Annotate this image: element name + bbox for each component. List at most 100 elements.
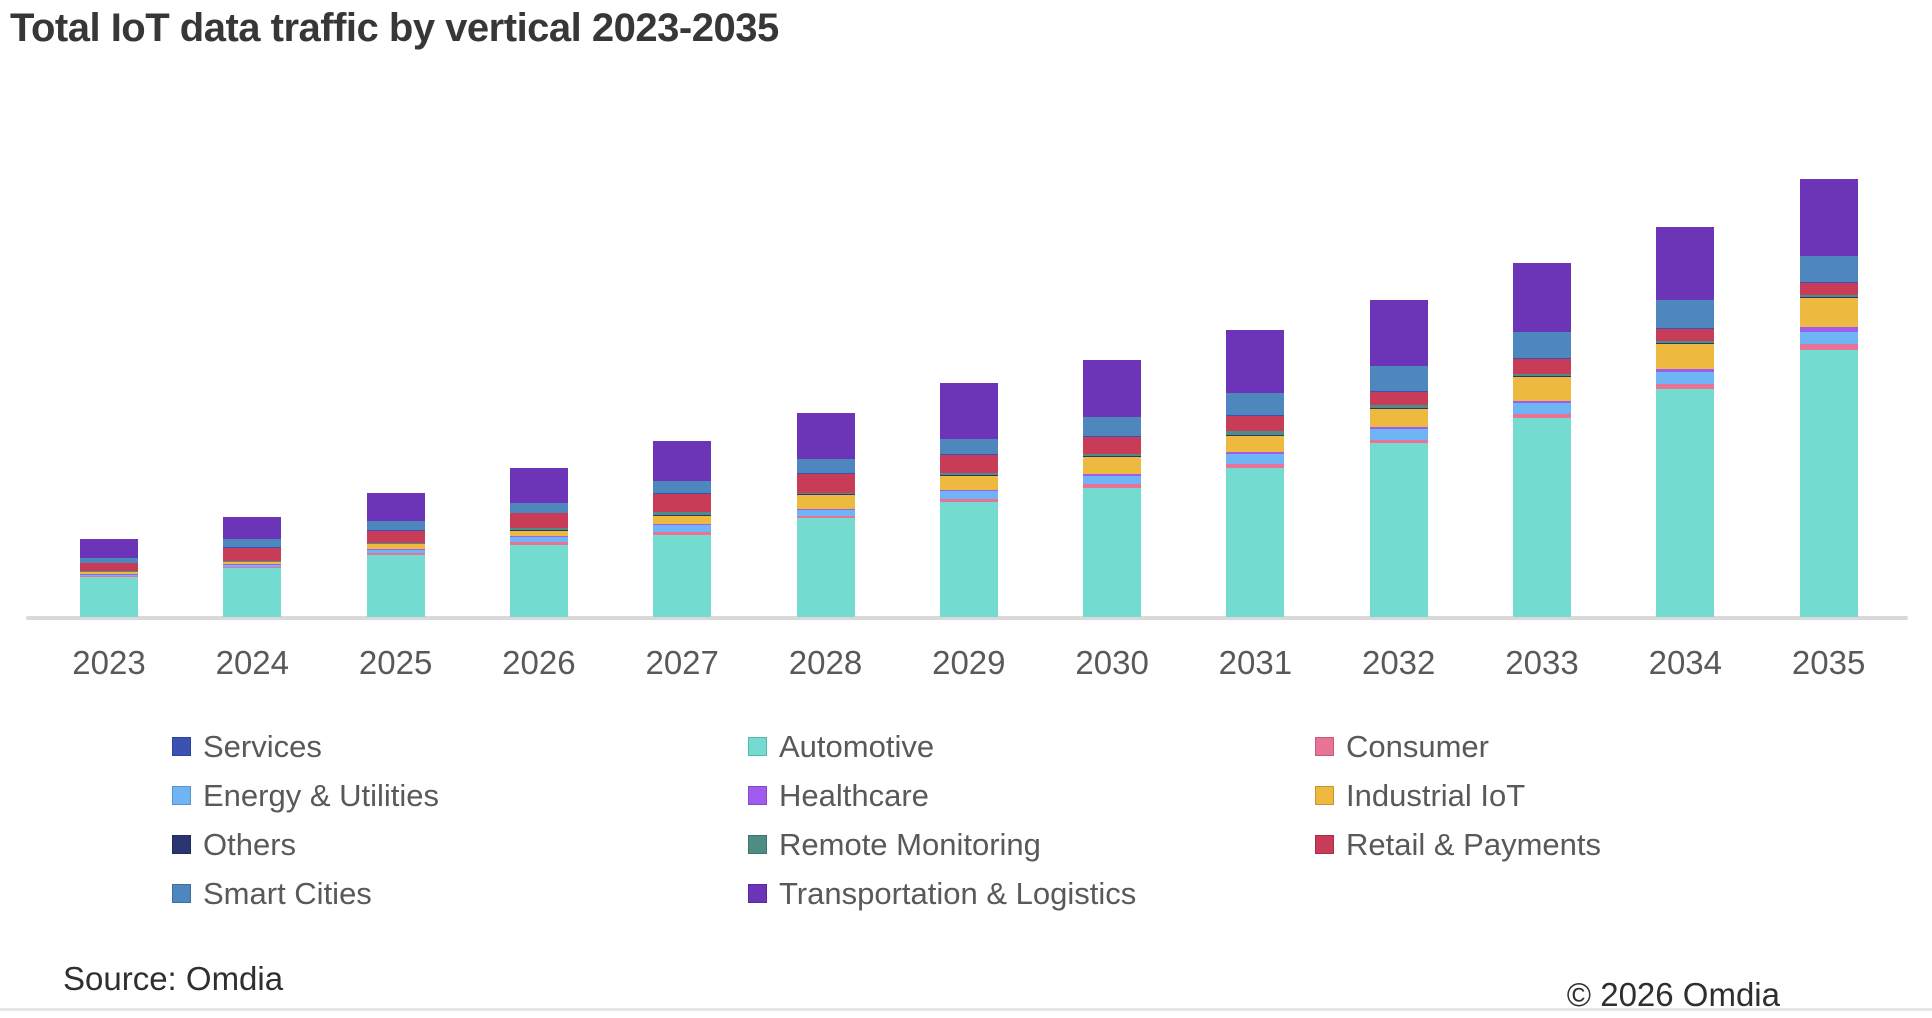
bar-2034 bbox=[1656, 227, 1715, 617]
bar-segment-healthcare-2028 bbox=[796, 509, 855, 510]
legend-item-transportation-logistics: Transportation & Logistics bbox=[748, 869, 1136, 918]
bar-segment-retail-payments-2025 bbox=[366, 530, 425, 543]
bar-segment-retail-payments-2023 bbox=[80, 563, 138, 571]
bar-segment-transportation-logistics-2023 bbox=[80, 538, 138, 558]
legend-label-others: Others bbox=[203, 826, 297, 862]
bar-segment-transportation-logistics-2027 bbox=[653, 441, 712, 481]
bar-segment-automotive-2027 bbox=[653, 535, 712, 617]
bar-segment-transportation-logistics-2026 bbox=[509, 467, 568, 503]
bar-segment-others-2023 bbox=[80, 571, 138, 572]
legend-column-2: Automotive Healthcare Remote Monitoring Tra… bbox=[748, 722, 1136, 918]
x-axis-label-2028: 2028 bbox=[788, 644, 863, 681]
legend-swatch-healthcare-icon bbox=[748, 786, 767, 805]
bar-segment-services-2033 bbox=[1513, 358, 1571, 359]
bar-segment-retail-payments-2032 bbox=[1369, 392, 1428, 405]
x-axis-label-2032: 2032 bbox=[1361, 644, 1436, 681]
source-text: Source: Omdia bbox=[63, 960, 284, 997]
bar-segment-automotive-2024 bbox=[223, 568, 282, 617]
bar-segment-industrial-iot-2035 bbox=[1799, 298, 1858, 327]
bar-segment-energy-utilities-2027 bbox=[653, 525, 712, 532]
bar-segment-remote-monitoring-2030 bbox=[1083, 454, 1142, 456]
bar-segment-industrial-iot-2028 bbox=[796, 495, 855, 509]
bar-segment-healthcare-2032 bbox=[1369, 427, 1428, 429]
x-axis-label-2030: 2030 bbox=[1075, 644, 1149, 681]
bar-segment-consumer-2029 bbox=[939, 499, 998, 502]
bar-segment-others-2031 bbox=[1226, 435, 1285, 436]
bar-segment-smart-cities-2027 bbox=[653, 481, 712, 493]
legend-item-smart-cities: Smart Cities bbox=[172, 869, 439, 918]
bar-segment-consumer-2030 bbox=[1083, 484, 1142, 488]
bar-segment-healthcare-2024 bbox=[223, 564, 282, 565]
bar-segment-others-2028 bbox=[796, 494, 855, 495]
bar-segment-energy-utilities-2029 bbox=[939, 491, 998, 499]
bar-segment-industrial-iot-2032 bbox=[1369, 409, 1428, 427]
bar-segment-healthcare-2023 bbox=[80, 574, 138, 575]
bar-segment-services-2024 bbox=[223, 547, 282, 548]
bar-segment-energy-utilities-2023 bbox=[80, 575, 138, 576]
x-axis-label-2034: 2034 bbox=[1648, 644, 1723, 681]
bar-segment-energy-utilities-2026 bbox=[509, 537, 568, 542]
legend-item-healthcare: Healthcare bbox=[748, 771, 1136, 820]
bar-segment-automotive-2029 bbox=[939, 502, 998, 617]
bar-segment-smart-cities-2025 bbox=[366, 521, 425, 530]
bar-segment-consumer-2031 bbox=[1226, 464, 1285, 468]
legend-swatch-remote-monitoring-icon bbox=[748, 835, 767, 854]
legend-swatch-industrial-iot-icon bbox=[1315, 786, 1334, 805]
legend-swatch-retail-payments-icon bbox=[1315, 835, 1334, 854]
bar-segment-consumer-2032 bbox=[1369, 440, 1428, 443]
bar-segment-services-2035 bbox=[1799, 282, 1858, 283]
bar-segment-smart-cities-2034 bbox=[1656, 300, 1715, 328]
bar-segment-consumer-2026 bbox=[509, 542, 568, 545]
bar-segment-remote-monitoring-2029 bbox=[939, 473, 998, 475]
bar-2035 bbox=[1799, 179, 1858, 617]
bar-segment-retail-payments-2030 bbox=[1083, 437, 1142, 454]
legend-item-services: Services bbox=[172, 722, 439, 771]
legend-item-consumer: Consumer bbox=[1315, 722, 1601, 771]
bar-segment-retail-payments-2028 bbox=[796, 474, 855, 493]
bar-segment-retail-payments-2027 bbox=[653, 494, 712, 512]
legend-swatch-services-icon bbox=[172, 737, 191, 756]
bar-segment-energy-utilities-2034 bbox=[1656, 372, 1715, 384]
bar-segment-others-2029 bbox=[939, 475, 998, 476]
bar-segment-energy-utilities-2030 bbox=[1083, 476, 1142, 484]
bottom-divider bbox=[0, 1008, 1932, 1011]
bar-segment-healthcare-2031 bbox=[1226, 452, 1285, 454]
bar-segment-remote-monitoring-2024 bbox=[223, 560, 282, 562]
bar-segment-retail-payments-2026 bbox=[509, 513, 568, 528]
bar-2032 bbox=[1369, 300, 1428, 617]
bar-segment-consumer-2023 bbox=[80, 576, 138, 577]
bar-segment-remote-monitoring-2034 bbox=[1656, 341, 1715, 343]
legend-swatch-automotive-icon bbox=[748, 737, 767, 756]
legend-swatch-transportation-logistics-icon bbox=[748, 884, 767, 903]
x-axis-label-2024: 2024 bbox=[215, 644, 290, 681]
bar-segment-services-2023 bbox=[80, 562, 138, 563]
bar-segment-automotive-2031 bbox=[1226, 468, 1285, 617]
bar-segment-services-2027 bbox=[653, 493, 712, 494]
bar-segment-automotive-2035 bbox=[1799, 350, 1858, 617]
bar-segment-smart-cities-2023 bbox=[80, 557, 138, 563]
bar-segment-energy-utilities-2035 bbox=[1799, 332, 1858, 344]
bar-segment-energy-utilities-2024 bbox=[223, 565, 282, 567]
bar-segment-smart-cities-2029 bbox=[939, 439, 998, 454]
x-axis-label-2029: 2029 bbox=[932, 644, 1006, 681]
bar-segment-others-2035 bbox=[1799, 297, 1858, 298]
bar-segment-energy-utilities-2028 bbox=[796, 510, 855, 516]
legend-label-consumer: Consumer bbox=[1346, 728, 1489, 764]
bar-segment-consumer-2034 bbox=[1656, 384, 1715, 389]
bar-segment-transportation-logistics-2033 bbox=[1513, 263, 1571, 332]
bar-segment-industrial-iot-2026 bbox=[509, 531, 568, 536]
bar-segment-automotive-2034 bbox=[1656, 389, 1715, 617]
bar-segment-automotive-2025 bbox=[366, 555, 425, 617]
legend-item-others: Others bbox=[172, 820, 439, 869]
legend-label-industrial-iot: Industrial IoT bbox=[1346, 777, 1526, 813]
x-axis-label-2027: 2027 bbox=[645, 644, 719, 681]
bar-segment-smart-cities-2032 bbox=[1369, 366, 1428, 391]
legend-swatch-smart-cities-icon bbox=[172, 884, 191, 903]
legend-item-industrial-iot: Industrial IoT bbox=[1315, 771, 1601, 820]
x-axis-label-2026: 2026 bbox=[502, 644, 576, 681]
bar-segment-services-2025 bbox=[366, 530, 425, 531]
legend-label-retail-payments: Retail & Payments bbox=[1346, 826, 1601, 862]
copyright-text: © 2026 Omdia bbox=[1566, 976, 1780, 1013]
